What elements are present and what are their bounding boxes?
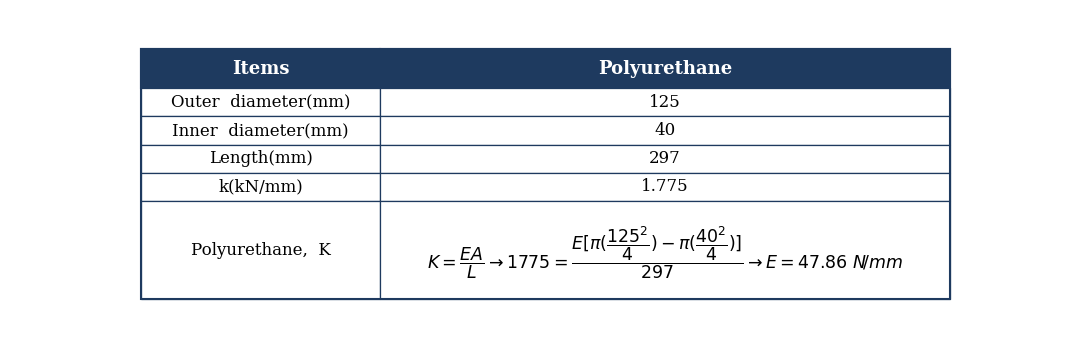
Bar [380, 201, 950, 299]
Bar [380, 145, 950, 173]
Text: 297: 297 [650, 150, 681, 167]
Text: Inner  diameter(mm): Inner diameter(mm) [173, 122, 349, 139]
Bar [142, 88, 380, 116]
Text: 1.775: 1.775 [641, 179, 689, 196]
Bar [380, 49, 950, 88]
Bar [380, 88, 950, 116]
Bar [142, 145, 380, 173]
Text: Polyurethane: Polyurethane [597, 60, 733, 78]
Text: Items: Items [232, 60, 290, 78]
Text: k(kN/mm): k(kN/mm) [218, 179, 304, 196]
Bar [142, 49, 380, 88]
Bar [142, 173, 380, 201]
Bar [142, 201, 380, 299]
Text: $K=\dfrac{EA}{L}\rightarrow 1775=\dfrac{E[\pi(\dfrac{125^{2}}{4})-\pi(\dfrac{40^: $K=\dfrac{EA}{L}\rightarrow 1775=\dfrac{… [427, 224, 903, 280]
Text: Length(mm): Length(mm) [209, 150, 313, 167]
Bar [142, 116, 380, 145]
Bar [380, 116, 950, 145]
Text: 40: 40 [655, 122, 676, 139]
Bar [380, 173, 950, 201]
Text: Polyurethane,  K: Polyurethane, K [191, 241, 330, 259]
Text: 125: 125 [650, 94, 681, 111]
Text: Outer  diameter(mm): Outer diameter(mm) [171, 94, 350, 111]
